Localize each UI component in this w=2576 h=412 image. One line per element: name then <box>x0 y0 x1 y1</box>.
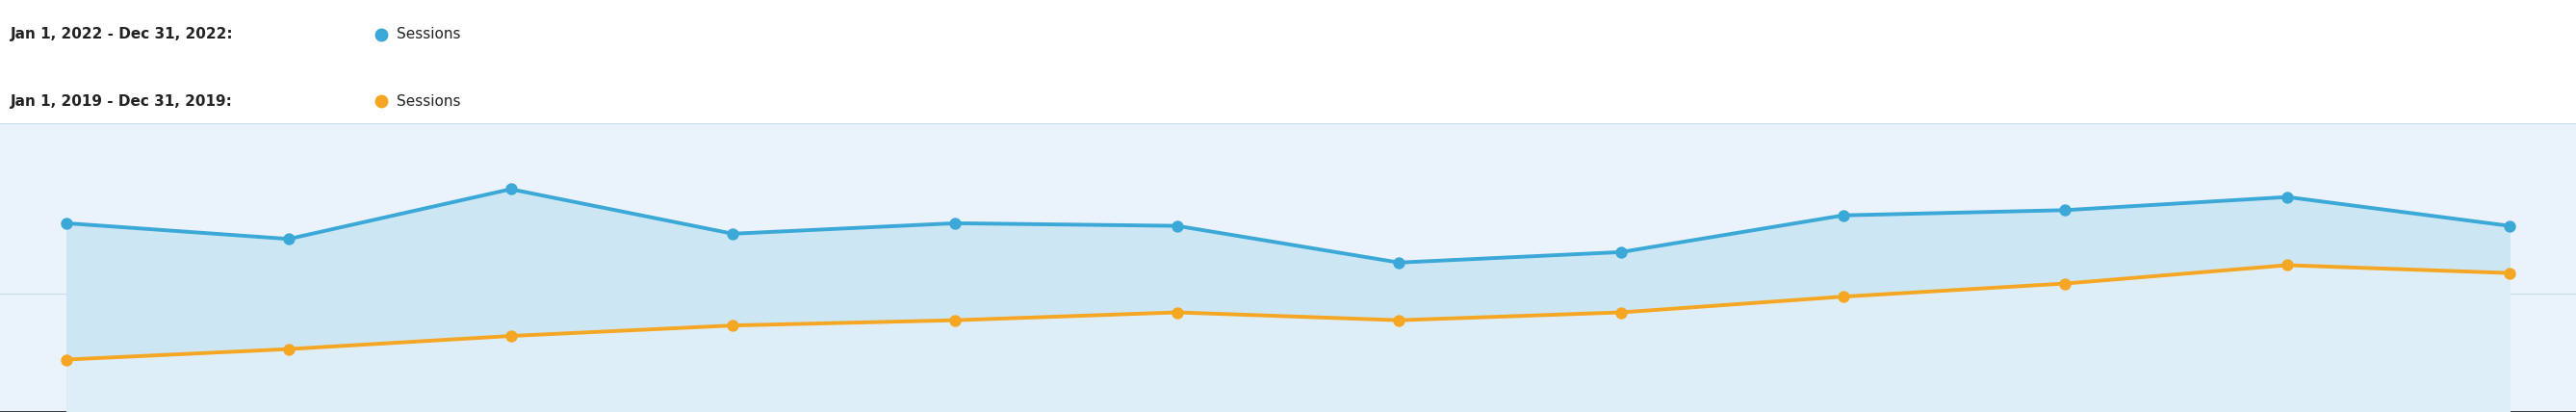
Point <box>2267 194 2308 200</box>
Point <box>268 236 309 242</box>
Point <box>935 317 976 323</box>
Point <box>1378 317 1419 323</box>
Point <box>1157 309 1198 316</box>
Point <box>268 346 309 352</box>
Point <box>1824 212 1865 219</box>
Text: Jan 1, 2019 - Dec 31, 2019:: Jan 1, 2019 - Dec 31, 2019: <box>10 94 232 109</box>
Point <box>1824 293 1865 300</box>
Text: Jan 1, 2022 - Dec 31, 2022:: Jan 1, 2022 - Dec 31, 2022: <box>10 27 234 42</box>
Point <box>489 332 531 339</box>
Point <box>2267 262 2308 269</box>
Point <box>935 220 976 227</box>
Point <box>46 220 88 227</box>
Point <box>2045 280 2087 287</box>
Point <box>1600 249 1641 255</box>
Point <box>2488 222 2530 229</box>
Point <box>2045 207 2087 213</box>
Text: Sessions: Sessions <box>397 94 461 109</box>
Point <box>1600 309 1641 316</box>
Point <box>46 356 88 363</box>
Point <box>711 322 752 329</box>
Point <box>711 230 752 237</box>
Point <box>489 186 531 192</box>
Point <box>2488 270 2530 276</box>
Point <box>1378 259 1419 266</box>
Point <box>1157 222 1198 229</box>
Text: Sessions: Sessions <box>397 27 461 42</box>
